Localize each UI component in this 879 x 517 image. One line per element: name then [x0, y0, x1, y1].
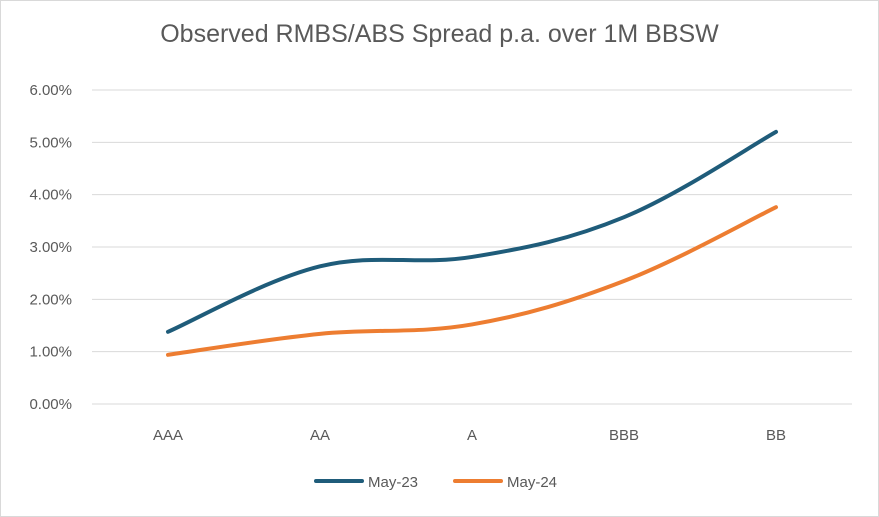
- x-tick-label: BBB: [609, 427, 639, 444]
- legend: May-23 May-24: [314, 474, 557, 491]
- y-tick-label: 6.00%: [29, 82, 72, 99]
- y-tick-label: 2.00%: [29, 291, 72, 308]
- series-line-may-24: [166, 205, 778, 357]
- y-tick-label: 5.00%: [29, 134, 72, 151]
- y-tick-label: 3.00%: [29, 239, 72, 256]
- x-tick-label: AA: [310, 427, 330, 444]
- gridlines: [92, 89, 852, 405]
- series-line-may-23: [166, 129, 778, 334]
- legend-label: May-24: [507, 474, 557, 491]
- y-tick-label: 0.00%: [29, 396, 72, 413]
- x-tick-label: A: [467, 427, 477, 444]
- y-tick-label: 4.00%: [29, 187, 72, 204]
- x-tick-label: BB: [766, 427, 786, 444]
- x-axis-ticks: AAA AA A BBB BB: [153, 427, 786, 444]
- chart-title: Observed RMBS/ABS Spread p.a. over 1M BB…: [160, 20, 719, 48]
- y-axis-ticks: 0.00% 1.00% 2.00% 3.00% 4.00% 5.00% 6.00%: [29, 82, 72, 413]
- y-tick-label: 1.00%: [29, 344, 72, 361]
- legend-label: May-23: [368, 474, 418, 491]
- series-lines: [166, 129, 778, 357]
- x-tick-label: AAA: [153, 427, 183, 444]
